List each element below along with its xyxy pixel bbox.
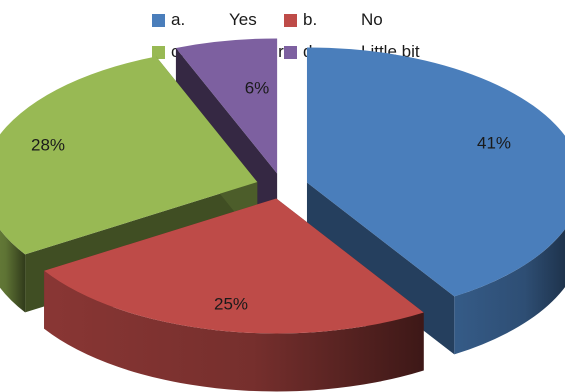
legend-swatch-no (284, 14, 297, 27)
data-label-yes: 41% (477, 133, 511, 152)
legend-swatch-little-bit (284, 46, 297, 59)
legend-label-yes: Yes (229, 10, 257, 29)
slice-top-face (0, 56, 258, 255)
slice-outer-wall (0, 229, 26, 313)
data-label-no: 25% (214, 294, 248, 313)
slice-no (44, 198, 424, 392)
legend-letter-no: b. (303, 10, 318, 29)
data-label-little-bit: 6% (245, 78, 270, 97)
legend-swatch-not-sure (152, 46, 165, 59)
data-label-not-sure: 28% (31, 135, 65, 154)
slice-outer-wall (454, 229, 565, 355)
slice-outer-wall (44, 270, 424, 392)
slice-top-face (306, 47, 565, 297)
slice-top-face (175, 38, 278, 174)
legend-letter-yes: a. (171, 10, 186, 29)
slice-top-face (44, 198, 424, 334)
legend-swatch-yes (152, 14, 165, 27)
legend-label-no: No (361, 10, 383, 29)
